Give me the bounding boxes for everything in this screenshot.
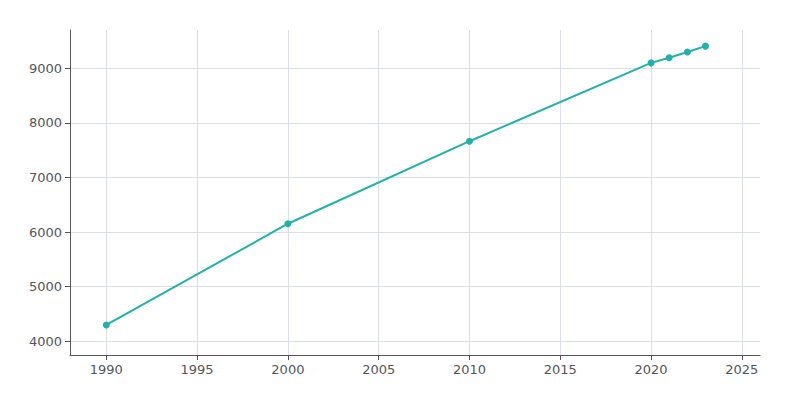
svg-text:8000: 8000 [29,115,62,130]
svg-text:4000: 4000 [29,334,62,349]
svg-text:1990: 1990 [90,362,123,377]
svg-text:6000: 6000 [29,225,62,240]
svg-text:2020: 2020 [635,362,668,377]
svg-text:5000: 5000 [29,279,62,294]
svg-text:1995: 1995 [181,362,214,377]
svg-text:2000: 2000 [271,362,304,377]
svg-text:2010: 2010 [453,362,486,377]
svg-text:7000: 7000 [29,170,62,185]
svg-text:2005: 2005 [362,362,395,377]
svg-text:2025: 2025 [725,362,758,377]
svg-text:2015: 2015 [544,362,577,377]
svg-text:9000: 9000 [29,61,62,76]
